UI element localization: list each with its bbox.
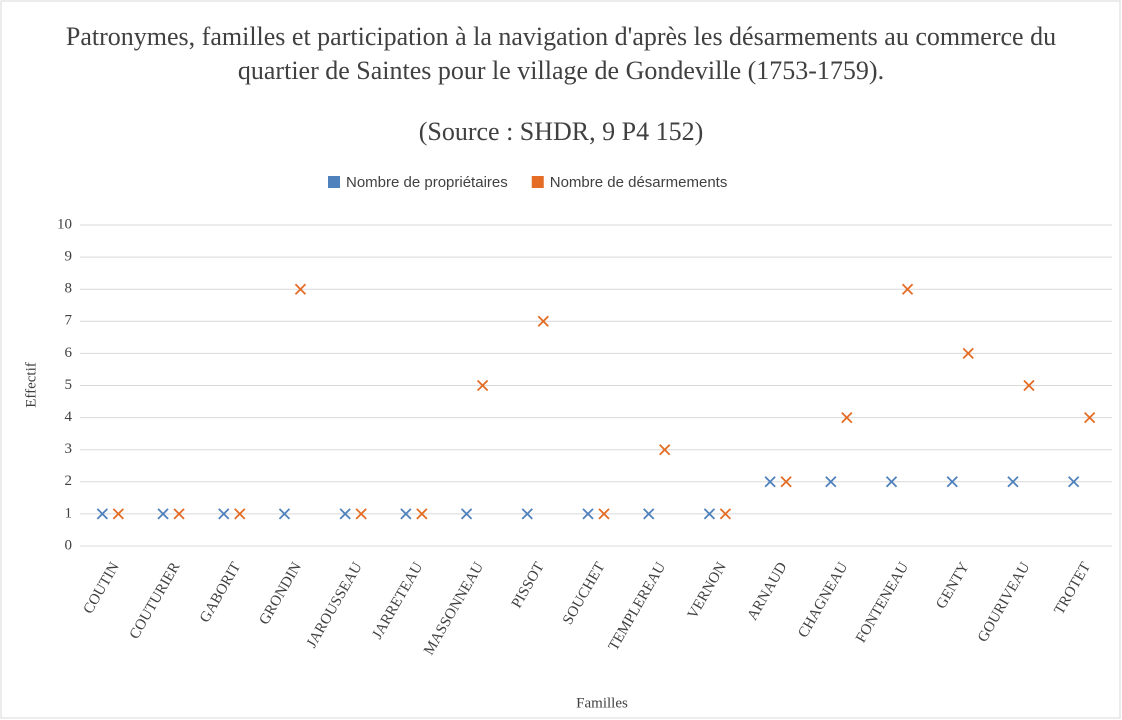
- legend-swatch: [328, 176, 340, 188]
- marker-cross: [416, 508, 428, 520]
- y-tick-label: 2: [65, 473, 73, 489]
- y-tick-label: 4: [65, 409, 73, 425]
- marker: [218, 508, 230, 520]
- marker: [537, 315, 549, 327]
- marker-cross: [278, 508, 291, 520]
- marker: [719, 508, 732, 520]
- marker-cross: [946, 476, 958, 488]
- marker: [1007, 476, 1019, 488]
- y-axis-label: Effectif: [23, 362, 39, 408]
- marker-cross: [96, 508, 108, 520]
- y-tick-label: 6: [65, 345, 73, 361]
- marker: [659, 444, 671, 456]
- marker: [643, 508, 655, 520]
- marker-cross: [537, 315, 549, 327]
- chart-subtitle: (Source : SHDR, 9 P4 152): [418, 117, 704, 146]
- y-tick-label: 9: [65, 249, 73, 265]
- x-axis-label: Familles: [576, 695, 628, 711]
- marker-cross: [173, 508, 185, 520]
- y-tick-label: 3: [65, 441, 73, 457]
- y-tick-label: 10: [57, 216, 72, 232]
- marker: [1084, 411, 1096, 424]
- marker: [841, 411, 853, 424]
- marker-cross: [719, 508, 732, 520]
- marker-cross: [1084, 411, 1096, 424]
- marker: [112, 508, 124, 520]
- y-tick-label: 8: [65, 281, 73, 297]
- marker-cross: [234, 508, 246, 520]
- marker: [416, 508, 428, 520]
- marker-cross: [400, 508, 412, 520]
- marker-cross: [521, 508, 533, 520]
- marker-cross: [643, 508, 655, 520]
- y-tick-label: 5: [65, 377, 73, 393]
- marker-cross: [825, 476, 837, 488]
- marker: [400, 508, 412, 520]
- marker: [234, 508, 246, 520]
- marker-cross: [355, 508, 367, 520]
- marker-cross: [659, 444, 671, 456]
- marker: [703, 508, 716, 520]
- marker-cross: [1007, 476, 1019, 488]
- marker: [962, 347, 974, 360]
- marker: [885, 476, 898, 488]
- legend-swatch: [531, 176, 544, 188]
- marker: [946, 476, 958, 488]
- marker-cross: [885, 476, 898, 488]
- marker-cross: [157, 508, 169, 520]
- marker-cross: [294, 283, 307, 295]
- marker: [278, 508, 291, 520]
- y-tick-label: 7: [65, 313, 73, 329]
- y-tick-label: 1: [65, 505, 73, 521]
- marker: [339, 508, 351, 520]
- marker: [901, 283, 914, 295]
- legend-label: Nombre de désarmements: [550, 174, 728, 191]
- marker: [582, 508, 594, 520]
- marker: [1023, 379, 1035, 392]
- chart-title: Patronymes, familles et participation à …: [65, 22, 1057, 85]
- marker-cross: [962, 347, 974, 360]
- marker-cross: [476, 379, 489, 392]
- marker: [1068, 476, 1080, 488]
- marker-cross: [1068, 476, 1080, 488]
- marker: [476, 379, 489, 392]
- marker: [96, 508, 108, 520]
- marker-cross: [703, 508, 716, 520]
- marker-cross: [901, 283, 914, 295]
- marker-cross: [841, 411, 853, 424]
- y-tick-label: 0: [65, 537, 73, 553]
- marker: [294, 283, 307, 295]
- marker: [780, 476, 792, 488]
- marker-cross: [339, 508, 351, 520]
- marker-cross: [218, 508, 230, 520]
- marker: [157, 508, 169, 520]
- marker: [521, 508, 533, 520]
- marker: [598, 508, 610, 520]
- legend-label: Nombre de propriétaires: [346, 174, 508, 191]
- marker: [355, 508, 367, 520]
- marker-cross: [780, 476, 792, 488]
- marker-cross: [1023, 379, 1035, 392]
- marker-cross: [598, 508, 610, 520]
- marker-cross: [764, 476, 776, 488]
- marker: [173, 508, 185, 520]
- marker: [764, 476, 776, 488]
- marker: [825, 476, 837, 488]
- marker-cross: [112, 508, 124, 520]
- marker-cross: [460, 508, 473, 520]
- marker-cross: [582, 508, 594, 520]
- marker: [460, 508, 473, 520]
